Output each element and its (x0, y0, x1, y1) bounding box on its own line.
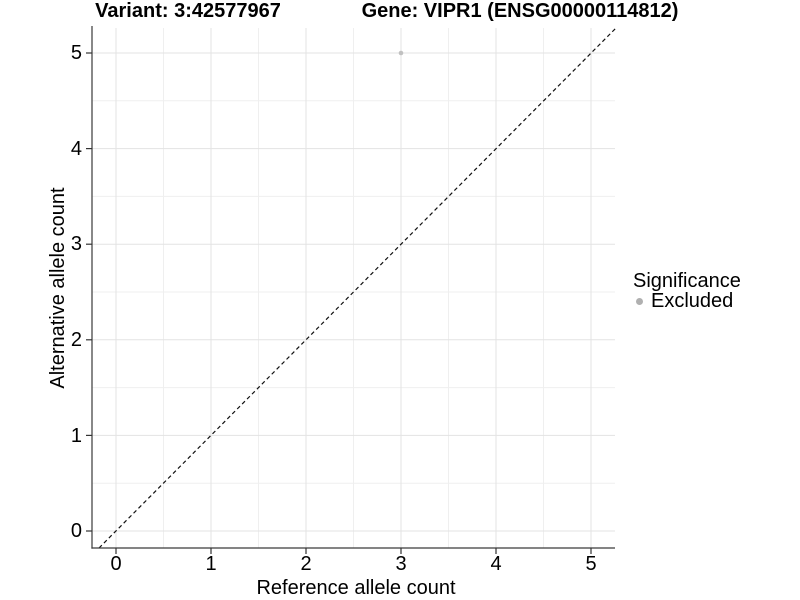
x-tick-label-0: 0 (110, 553, 122, 575)
data-point-excluded (398, 50, 404, 56)
x-tick-label-1: 1 (205, 553, 217, 575)
y-axis-title: Alternative allele count (47, 187, 69, 389)
legend-item-excluded: Excluded (636, 290, 733, 312)
y-axis-ticks (86, 52, 92, 532)
identity-line (98, 28, 616, 549)
x-tick-label-2: 2 (300, 553, 312, 575)
y-tick-label-5: 5 (70, 42, 82, 64)
legend-item-label: Excluded (651, 290, 734, 312)
x-tick-label-3: 3 (395, 553, 407, 575)
y-tick-label-4: 4 (70, 138, 82, 160)
x-axis-title: Reference allele count (256, 577, 456, 599)
grid-major (92, 28, 615, 548)
legend-point-icon (636, 297, 643, 305)
axis-lines (91, 26, 615, 549)
y-tick-label-0: 0 (70, 520, 82, 542)
plot-title-gene: Gene: VIPR1 (ENSG00000114812) (361, 0, 679, 22)
y-tick-label-3: 3 (70, 233, 82, 255)
x-tick-label-4: 4 (490, 553, 502, 575)
grid-minor (92, 28, 615, 548)
y-tick-label-1: 1 (70, 425, 82, 447)
x-tick-label-5: 5 (585, 553, 597, 575)
x-axis-ticks (115, 548, 592, 554)
y-tick-label-2: 2 (70, 329, 82, 351)
legend-title: Significance (633, 270, 741, 292)
plot-title-variant: Variant: 3:42577967 (95, 0, 281, 22)
